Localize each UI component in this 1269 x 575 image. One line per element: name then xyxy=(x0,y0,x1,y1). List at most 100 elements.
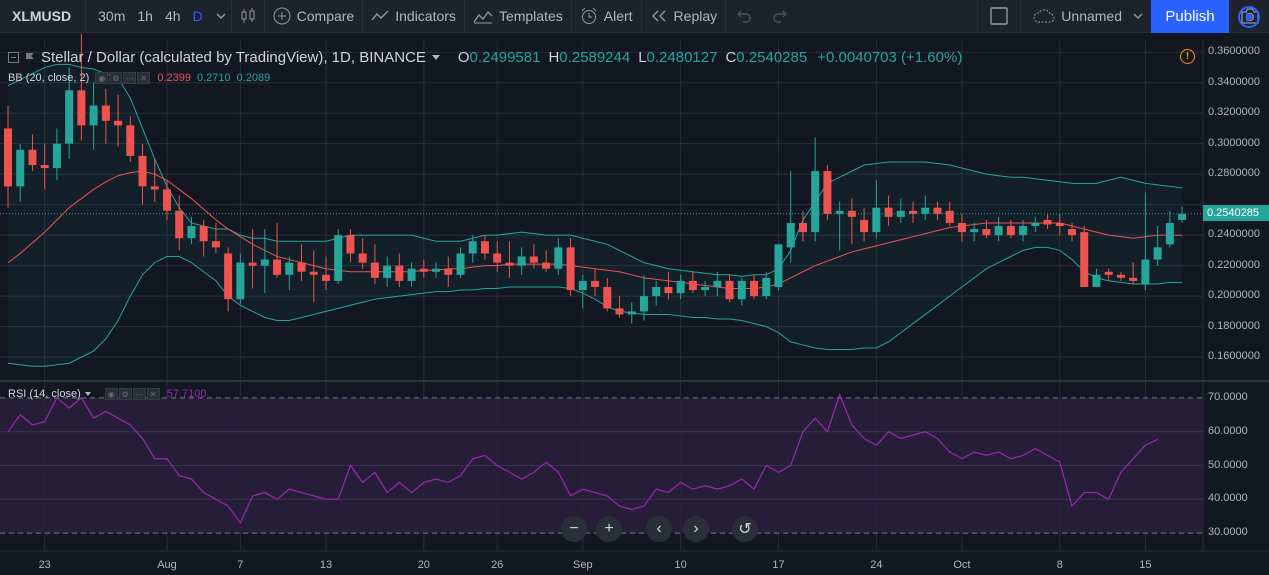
time-axis-label: 24 xyxy=(870,559,882,571)
series-title[interactable]: Stellar / Dollar (calculated by TradingV… xyxy=(41,49,426,66)
time-axis-label: 13 xyxy=(320,559,332,571)
rsi-axis-label: 60.0000 xyxy=(1208,425,1248,437)
candle-up xyxy=(811,171,819,232)
time-axis-label: 10 xyxy=(675,559,687,571)
rsi-axis-label: 30.0000 xyxy=(1208,526,1248,538)
candle-down xyxy=(1044,220,1052,225)
candle-up xyxy=(921,208,929,214)
candle-up xyxy=(872,208,880,232)
candle-down xyxy=(1129,278,1137,281)
candle-down xyxy=(420,269,428,272)
price-axis-label: 0.1800000 xyxy=(1208,320,1260,332)
candle-down xyxy=(114,121,122,126)
price-axis-label: 0.2200000 xyxy=(1208,259,1260,271)
scroll-left-button[interactable]: ‹ xyxy=(646,516,672,542)
candle-up xyxy=(469,241,477,253)
candle-up xyxy=(774,244,782,287)
candle-up xyxy=(738,281,746,299)
zoom-in-button[interactable]: + xyxy=(596,516,622,542)
candle-down xyxy=(493,253,501,262)
change-value: +0.0040703 (+1.60%) xyxy=(817,49,962,66)
candle-down xyxy=(885,208,893,217)
price-axis-label: 0.2400000 xyxy=(1208,228,1260,240)
candle-down xyxy=(28,150,36,165)
bb-lower-value: 0.2089 xyxy=(237,72,271,84)
candle-up xyxy=(1166,223,1174,244)
candle-down xyxy=(689,281,697,290)
price-axis-label: 0.3400000 xyxy=(1208,76,1260,88)
candle-down xyxy=(946,211,954,223)
bb-upper-value: 0.2710 xyxy=(197,72,231,84)
price-axis-label: 0.3200000 xyxy=(1208,106,1260,118)
bb-indicator-name[interactable]: BB (20, close, 2) xyxy=(8,72,89,84)
eye-icon[interactable]: ◉ xyxy=(95,72,108,84)
settings-icon[interactable]: ⚙ xyxy=(109,72,122,84)
candle-down xyxy=(212,241,220,247)
candle-down xyxy=(41,165,49,168)
candle-down xyxy=(750,281,758,296)
chevron-down-icon[interactable] xyxy=(432,55,440,60)
candle-up xyxy=(787,223,795,247)
candle-up xyxy=(640,296,648,311)
candle-up xyxy=(334,235,342,281)
candle-down xyxy=(77,90,85,125)
zoom-out-button[interactable]: − xyxy=(561,516,587,542)
collapse-legend-icon[interactable] xyxy=(8,52,19,63)
candle-up xyxy=(554,247,562,268)
candle-down xyxy=(860,220,868,232)
candle-up xyxy=(995,226,1003,235)
warning-icon[interactable]: ! xyxy=(1180,49,1195,64)
candle-up xyxy=(187,226,195,238)
rsi-indicator-name[interactable]: RSI (14, close) xyxy=(8,388,81,400)
time-axis-label: 17 xyxy=(772,559,784,571)
candle-down xyxy=(567,247,575,290)
time-axis-label: 20 xyxy=(418,559,430,571)
eye-icon[interactable]: ◉ xyxy=(105,388,118,400)
close-icon[interactable]: ✕ xyxy=(137,72,150,84)
candle-down xyxy=(298,263,306,272)
candle-up xyxy=(457,253,465,274)
candle-up xyxy=(236,263,244,300)
rsi-axis-label: 70.0000 xyxy=(1208,391,1248,403)
close-icon[interactable]: ✕ xyxy=(147,388,160,400)
more-icon[interactable]: ⋯ xyxy=(123,72,136,84)
flag-icon[interactable] xyxy=(25,52,35,64)
candle-down xyxy=(371,263,379,278)
candle-up xyxy=(432,269,440,272)
candle-up xyxy=(701,287,709,290)
candle-down xyxy=(151,186,159,189)
candle-down xyxy=(322,275,330,281)
candle-up xyxy=(713,281,721,287)
candle-down xyxy=(444,269,452,275)
settings-icon[interactable]: ⚙ xyxy=(119,388,132,400)
candle-down xyxy=(530,257,538,263)
candle-up xyxy=(1141,260,1149,284)
candle-down xyxy=(4,128,12,186)
candle-down xyxy=(273,260,281,275)
candle-down xyxy=(126,125,134,155)
more-icon[interactable]: ⋯ xyxy=(133,388,146,400)
candle-down xyxy=(200,226,208,241)
chevron-down-icon[interactable] xyxy=(85,392,91,396)
candle-up xyxy=(762,278,770,296)
reset-chart-button[interactable]: ↺ xyxy=(732,516,758,542)
candle-up xyxy=(518,257,526,266)
bb-legend: BB (20, close, 2) ◉ ⚙ ⋯ ✕ 0.2399 0.2710 … xyxy=(8,72,276,84)
candle-down xyxy=(542,263,550,269)
candle-down xyxy=(102,106,110,121)
candle-up xyxy=(90,106,98,126)
close-value: 0.2540285 xyxy=(736,49,807,66)
candle-down xyxy=(163,189,171,210)
scroll-right-button[interactable]: › xyxy=(683,516,709,542)
candle-down xyxy=(603,287,611,308)
candle-down xyxy=(139,156,147,186)
last-price-tag: 0.2540285 xyxy=(1203,205,1269,221)
candle-down xyxy=(1117,275,1125,278)
open-value: 0.2499581 xyxy=(470,49,541,66)
candle-up xyxy=(652,287,660,296)
rsi-legend: RSI (14, close) ◉ ⚙ ⋯ ✕ 57.7100 xyxy=(8,388,207,400)
price-axis-label: 0.2800000 xyxy=(1208,167,1260,179)
high-value: 0.2589244 xyxy=(559,49,630,66)
candle-up xyxy=(1019,226,1027,235)
